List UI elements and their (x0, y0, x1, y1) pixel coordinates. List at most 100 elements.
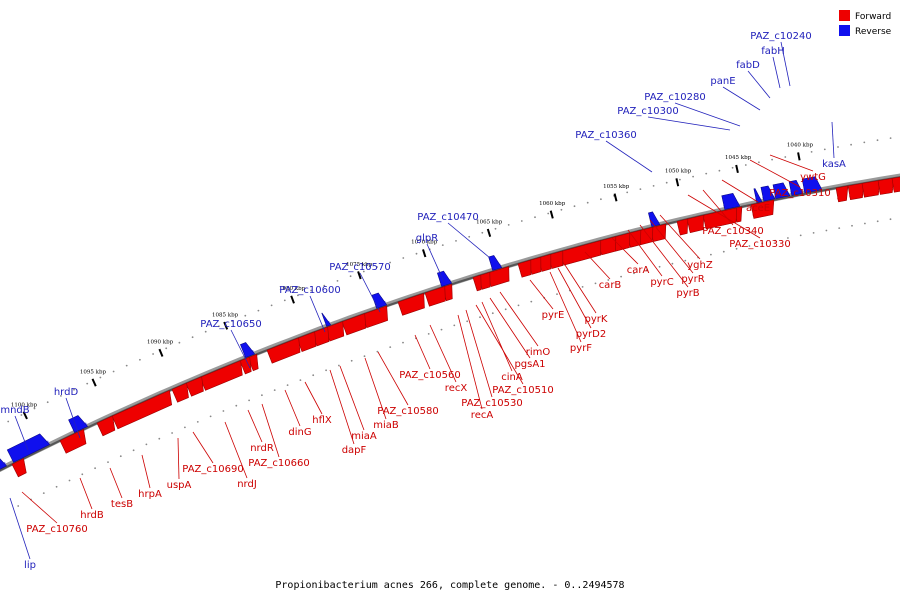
reverse-gene-label-paz-c10300[interactable]: PAZ_c10300 (617, 106, 678, 117)
reverse-gene-label-paz-c10570[interactable]: PAZ_c10570 (329, 262, 390, 273)
reverse-gene-label-paz-c10240[interactable]: PAZ_c10240 (750, 31, 811, 42)
reverse-gene-label-paz-c10280[interactable]: PAZ_c10280 (644, 92, 705, 103)
reverse-gene-label-kasa[interactable]: kasA (822, 159, 846, 170)
forward-gene-label-pyrr[interactable]: pyrR (681, 274, 704, 285)
forward-gene-label-paz-c10760[interactable]: PAZ_c10760 (26, 524, 87, 535)
gene-fwd-2[interactable] (861, 179, 881, 198)
gene-front-face (111, 389, 173, 430)
forward-gene-label-miab[interactable]: miaB (373, 420, 399, 431)
forward-gene-label-reca[interactable]: recA (471, 410, 494, 421)
gene-fwd-7[interactable] (702, 207, 738, 230)
reverse-gene-label-glpr[interactable]: glpR (416, 233, 438, 244)
gene-rev-1[interactable] (788, 179, 804, 196)
outer-scale-dot (787, 237, 789, 239)
forward-gene-label-pyrc[interactable]: pyrC (650, 277, 673, 288)
forward-gene-label-cara[interactable]: carA (627, 265, 650, 276)
forward-leader-pyrd2 (557, 267, 592, 329)
forward-gene-label-hflx[interactable]: hflX (312, 415, 332, 426)
gene-fwd-9[interactable] (676, 218, 689, 236)
reverse-gene-label-paz-c10360[interactable]: PAZ_c10360 (575, 130, 636, 141)
gene-fwd-33[interactable] (239, 356, 252, 375)
forward-gene-label-dapf[interactable]: dapF (342, 445, 367, 456)
gene-fwd-39[interactable] (59, 428, 87, 454)
gene-fwd-22[interactable] (472, 274, 482, 292)
forward-gene-label-pyrf[interactable]: pyrF (570, 343, 592, 354)
gene-fwd-5[interactable] (750, 199, 775, 219)
forward-gene-label-paz-c10530[interactable]: PAZ_c10530 (461, 398, 522, 409)
reverse-gene-label-paz-c10650[interactable]: PAZ_c10650 (200, 319, 261, 330)
forward-gene-label-paz-c10510[interactable]: PAZ_c10510 (492, 385, 553, 396)
forward-gene-label-nrdr[interactable]: nrdR (250, 443, 274, 454)
gene-fwd-31[interactable] (266, 337, 301, 364)
gene-rev-10[interactable] (321, 312, 332, 327)
forward-gene-label-yghz[interactable]: yghZ (687, 260, 713, 271)
gene-fwd-38[interactable] (96, 415, 116, 437)
reverse-gene-label-fabh[interactable]: fabH (761, 46, 785, 57)
forward-gene-label-pyre[interactable]: pyrE (542, 310, 565, 321)
gene-fwd-3[interactable] (877, 177, 895, 195)
reverse-gene-label-paz-c10470[interactable]: PAZ_c10470 (417, 212, 478, 223)
forward-gene-label-miaa[interactable]: miaA (351, 431, 377, 442)
forward-gene-label-tesb[interactable]: tesB (111, 499, 133, 510)
gene-rev-5[interactable] (721, 192, 741, 210)
outer-scale-dot (748, 245, 751, 247)
forward-gene-label-nrdj[interactable]: nrdJ (237, 479, 257, 490)
forward-gene-label-pyrk[interactable]: pyrK (585, 314, 608, 325)
forward-gene-label-paz-c10580[interactable]: PAZ_c10580 (377, 406, 438, 417)
forward-gene-label-ywtg[interactable]: ywtG (800, 172, 826, 183)
forward-gene-label-paz-c10660[interactable]: PAZ_c10660 (248, 458, 309, 469)
gene-fwd-19[interactable] (517, 259, 532, 278)
gene-fwd-27[interactable] (341, 313, 367, 336)
outer-scale-dot (774, 239, 776, 242)
outer-scale-dot (466, 320, 469, 323)
forward-gene-label-pyrb[interactable]: pyrB (676, 288, 699, 299)
gene-fwd-1[interactable] (847, 182, 865, 201)
forward-gene-label-acee[interactable]: aceE (746, 203, 770, 214)
gene-rev-0[interactable] (801, 176, 823, 194)
reverse-gene-label-fabd[interactable]: fabD (736, 60, 760, 71)
scale-tick (223, 321, 229, 330)
forward-gene-label-carb[interactable]: carB (599, 280, 622, 291)
forward-gene-label-uspa[interactable]: uspA (167, 480, 192, 491)
gene-rev-3[interactable] (760, 185, 776, 202)
reverse-gene-label-pane[interactable]: panE (710, 76, 735, 87)
reverse-gene-label-lip[interactable]: lip (24, 560, 36, 571)
inner-scale-dot (178, 341, 181, 344)
gene-rev-14[interactable] (0, 455, 8, 470)
reverse-gene-label-paz-c10600[interactable]: PAZ_c10600 (279, 285, 340, 296)
gene-fwd-24[interactable] (424, 286, 446, 307)
forward-gene-label-recx[interactable]: recX (445, 383, 468, 394)
gene-rev-8[interactable] (436, 270, 453, 287)
forward-gene-label-pyrd2[interactable]: pyrD2 (576, 329, 606, 340)
gene-fwd-0[interactable] (835, 185, 849, 203)
gene-fwd-8[interactable] (686, 214, 705, 234)
gene-rev-7[interactable] (488, 255, 503, 271)
reverse-gene-label-mndb[interactable]: mndB (0, 405, 29, 416)
gene-fwd-37[interactable] (111, 389, 173, 430)
forward-gene-label-pgsa1[interactable]: pgsA1 (514, 359, 545, 370)
gene-front-face (472, 274, 482, 292)
forward-gene-label-hrdb[interactable]: hrdB (80, 510, 104, 521)
gene-fwd-25[interactable] (397, 292, 425, 316)
forward-gene-label-paz-c10690[interactable]: PAZ_c10690 (182, 464, 243, 475)
gene-fwd-40[interactable] (11, 458, 27, 478)
gene-front-face (835, 185, 849, 203)
reverse-gene-label-hrdd[interactable]: hrdD (54, 387, 79, 398)
gene-rev-11[interactable] (240, 342, 256, 358)
forward-gene-label-ding[interactable]: dinG (288, 427, 311, 438)
gene-rev-13[interactable] (6, 433, 51, 463)
forward-gene-label-paz-c10560[interactable]: PAZ_c10560 (399, 370, 460, 381)
gene-fwd-4[interactable] (891, 176, 900, 193)
forward-gene-label-paz-c10310[interactable]: PAZ_c10310 (769, 188, 830, 199)
forward-gene-label-hrpa[interactable]: hrpA (138, 489, 162, 500)
gene-fwd-32[interactable] (247, 353, 259, 372)
forward-gene-label-paz-c10340[interactable]: PAZ_c10340 (702, 226, 763, 237)
inner-scale-dot (626, 191, 629, 194)
forward-gene-label-cina[interactable]: cinA (501, 372, 523, 383)
gene-fwd-36[interactable] (171, 382, 189, 403)
gene-fwd-35[interactable] (185, 376, 204, 397)
forward-gene-label-paz-c10330[interactable]: PAZ_c10330 (729, 239, 790, 250)
gene-rev-6[interactable] (648, 211, 661, 227)
forward-gene-label-rimo[interactable]: rimO (526, 347, 551, 358)
gene-rev-2[interactable] (772, 182, 791, 199)
